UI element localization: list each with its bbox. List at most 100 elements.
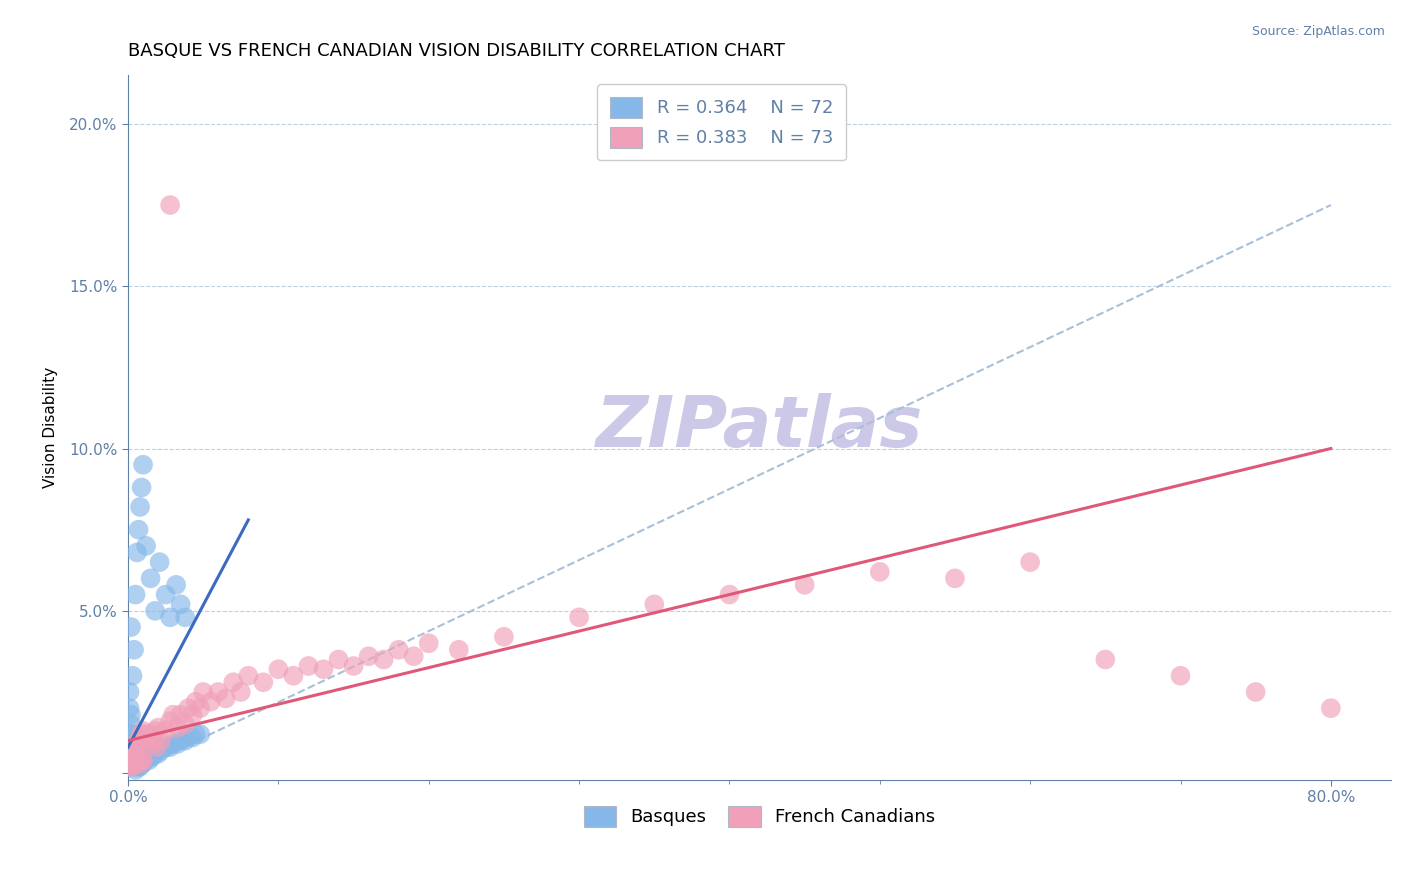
Point xyxy=(118,701,141,715)
Point xyxy=(297,659,319,673)
Point xyxy=(138,753,160,767)
Point xyxy=(181,731,204,745)
Point xyxy=(125,759,148,773)
Point xyxy=(125,740,148,755)
Point xyxy=(131,727,153,741)
Point xyxy=(131,747,153,761)
Point xyxy=(122,743,145,757)
Point xyxy=(177,731,200,745)
Point xyxy=(125,737,148,751)
Point xyxy=(124,756,146,771)
Point xyxy=(200,695,222,709)
Point xyxy=(118,756,141,771)
Point xyxy=(129,500,152,514)
Point xyxy=(124,756,146,771)
Point xyxy=(120,753,142,767)
Point xyxy=(143,747,166,761)
Point xyxy=(141,737,163,751)
Point xyxy=(150,743,173,757)
Point xyxy=(121,759,143,773)
Point xyxy=(120,620,142,634)
Point xyxy=(155,723,177,738)
Point xyxy=(128,759,150,773)
Point xyxy=(1019,555,1042,569)
Point xyxy=(267,662,290,676)
Point xyxy=(128,753,150,767)
Point xyxy=(136,750,159,764)
Point xyxy=(159,610,181,624)
Point xyxy=(181,707,204,722)
Text: ZIPatlas: ZIPatlas xyxy=(596,392,924,462)
Point xyxy=(155,740,177,755)
Point xyxy=(328,652,350,666)
Point xyxy=(169,707,191,722)
Point xyxy=(149,555,172,569)
Point xyxy=(643,597,665,611)
Point xyxy=(125,753,148,767)
Point xyxy=(124,763,146,777)
Point xyxy=(124,588,146,602)
Point xyxy=(131,753,153,767)
Point xyxy=(131,756,153,771)
Point xyxy=(120,740,142,755)
Point xyxy=(159,714,181,729)
Point xyxy=(283,669,305,683)
Point xyxy=(122,747,145,761)
Point xyxy=(146,747,169,761)
Point xyxy=(120,717,142,731)
Point xyxy=(492,630,515,644)
Point xyxy=(207,685,229,699)
Point xyxy=(174,733,197,747)
Point xyxy=(132,747,155,761)
Point xyxy=(165,578,187,592)
Point xyxy=(132,723,155,738)
Point xyxy=(136,733,159,747)
Point xyxy=(132,458,155,472)
Point xyxy=(143,604,166,618)
Point xyxy=(166,737,188,751)
Point xyxy=(159,740,181,755)
Point xyxy=(120,750,142,764)
Point xyxy=(121,747,143,761)
Point xyxy=(1244,685,1267,699)
Point xyxy=(132,753,155,767)
Legend: Basques, French Canadians: Basques, French Canadians xyxy=(576,798,942,834)
Point xyxy=(132,756,155,771)
Point xyxy=(169,597,191,611)
Point xyxy=(447,642,470,657)
Point xyxy=(159,198,181,212)
Point xyxy=(188,701,211,715)
Point xyxy=(125,750,148,764)
Point xyxy=(121,753,143,767)
Point xyxy=(1094,652,1116,666)
Point xyxy=(135,731,157,745)
Point xyxy=(162,737,184,751)
Point xyxy=(121,756,143,771)
Point xyxy=(238,669,260,683)
Point xyxy=(793,578,815,592)
Point xyxy=(943,571,966,585)
Point xyxy=(125,545,148,559)
Point xyxy=(184,695,207,709)
Point xyxy=(118,685,141,699)
Point xyxy=(169,733,191,747)
Point xyxy=(118,737,141,751)
Point xyxy=(357,649,380,664)
Point xyxy=(174,610,197,624)
Point xyxy=(124,750,146,764)
Point xyxy=(135,750,157,764)
Point xyxy=(1170,669,1192,683)
Point xyxy=(177,701,200,715)
Point xyxy=(122,642,145,657)
Point xyxy=(128,743,150,757)
Point xyxy=(121,727,143,741)
Point xyxy=(143,723,166,738)
Point xyxy=(122,733,145,747)
Point xyxy=(135,539,157,553)
Point xyxy=(193,685,215,699)
Point xyxy=(138,733,160,747)
Point xyxy=(128,733,150,747)
Point xyxy=(141,750,163,764)
Point xyxy=(134,750,156,764)
Point xyxy=(121,669,143,683)
